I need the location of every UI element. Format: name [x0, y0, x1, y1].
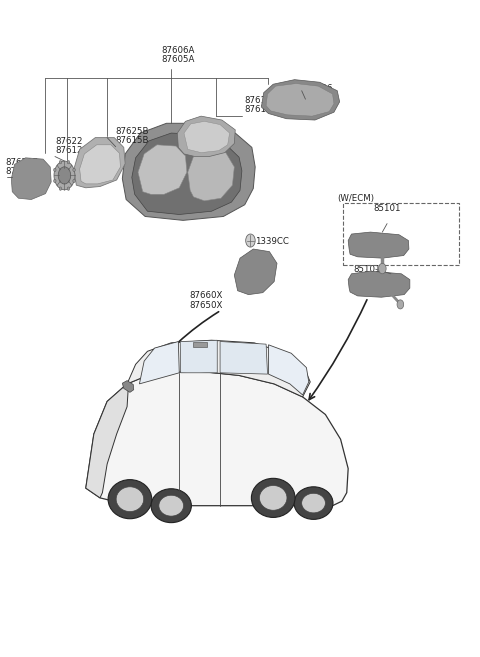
Polygon shape	[266, 83, 334, 116]
Text: 87621C: 87621C	[5, 167, 39, 176]
Text: 87626: 87626	[305, 83, 333, 93]
Polygon shape	[132, 133, 242, 214]
Polygon shape	[74, 137, 125, 188]
Ellipse shape	[252, 478, 295, 518]
Text: 87621B: 87621B	[5, 158, 39, 167]
Circle shape	[73, 179, 75, 183]
Circle shape	[54, 161, 75, 190]
Polygon shape	[86, 384, 129, 498]
Polygon shape	[268, 345, 309, 395]
Text: 1339CC: 1339CC	[255, 237, 289, 246]
Text: 87605A: 87605A	[162, 55, 195, 64]
Circle shape	[54, 168, 56, 171]
Ellipse shape	[116, 487, 144, 512]
Circle shape	[73, 168, 75, 171]
Polygon shape	[139, 342, 179, 384]
Text: 87650X: 87650X	[189, 301, 223, 309]
Polygon shape	[184, 122, 229, 152]
Polygon shape	[178, 116, 235, 156]
Circle shape	[59, 187, 62, 191]
Polygon shape	[86, 371, 348, 506]
Text: 87612: 87612	[55, 147, 83, 155]
Circle shape	[397, 300, 404, 309]
Circle shape	[246, 234, 255, 247]
Circle shape	[379, 263, 386, 274]
Text: 87614L: 87614L	[245, 96, 277, 105]
Ellipse shape	[159, 495, 183, 516]
Text: 87660X: 87660X	[189, 292, 223, 300]
Text: 87622: 87622	[55, 137, 83, 146]
Polygon shape	[348, 271, 410, 297]
Text: (W/ECM): (W/ECM)	[338, 194, 375, 204]
Ellipse shape	[151, 489, 192, 522]
Circle shape	[59, 160, 62, 164]
Polygon shape	[138, 145, 187, 194]
Circle shape	[54, 179, 56, 183]
Text: 85101: 85101	[373, 204, 401, 213]
Circle shape	[58, 167, 71, 184]
Polygon shape	[12, 158, 51, 200]
Ellipse shape	[294, 487, 333, 520]
Text: 87625B: 87625B	[116, 127, 149, 136]
Text: 87606A: 87606A	[162, 46, 195, 55]
Circle shape	[67, 187, 70, 191]
Polygon shape	[127, 340, 310, 397]
Polygon shape	[220, 342, 267, 374]
Polygon shape	[80, 145, 120, 184]
Ellipse shape	[108, 480, 152, 519]
Text: 85101: 85101	[354, 265, 382, 274]
Text: 87613L: 87613L	[245, 105, 277, 114]
Polygon shape	[122, 124, 255, 220]
Polygon shape	[188, 145, 234, 201]
Polygon shape	[192, 342, 207, 347]
Polygon shape	[234, 249, 277, 294]
Polygon shape	[180, 340, 217, 373]
Ellipse shape	[301, 493, 325, 513]
Polygon shape	[122, 380, 134, 392]
Polygon shape	[348, 232, 409, 258]
Text: 87616: 87616	[305, 93, 333, 102]
Text: 87615B: 87615B	[116, 136, 149, 145]
Circle shape	[67, 160, 70, 164]
Polygon shape	[261, 79, 340, 120]
Ellipse shape	[260, 486, 287, 510]
